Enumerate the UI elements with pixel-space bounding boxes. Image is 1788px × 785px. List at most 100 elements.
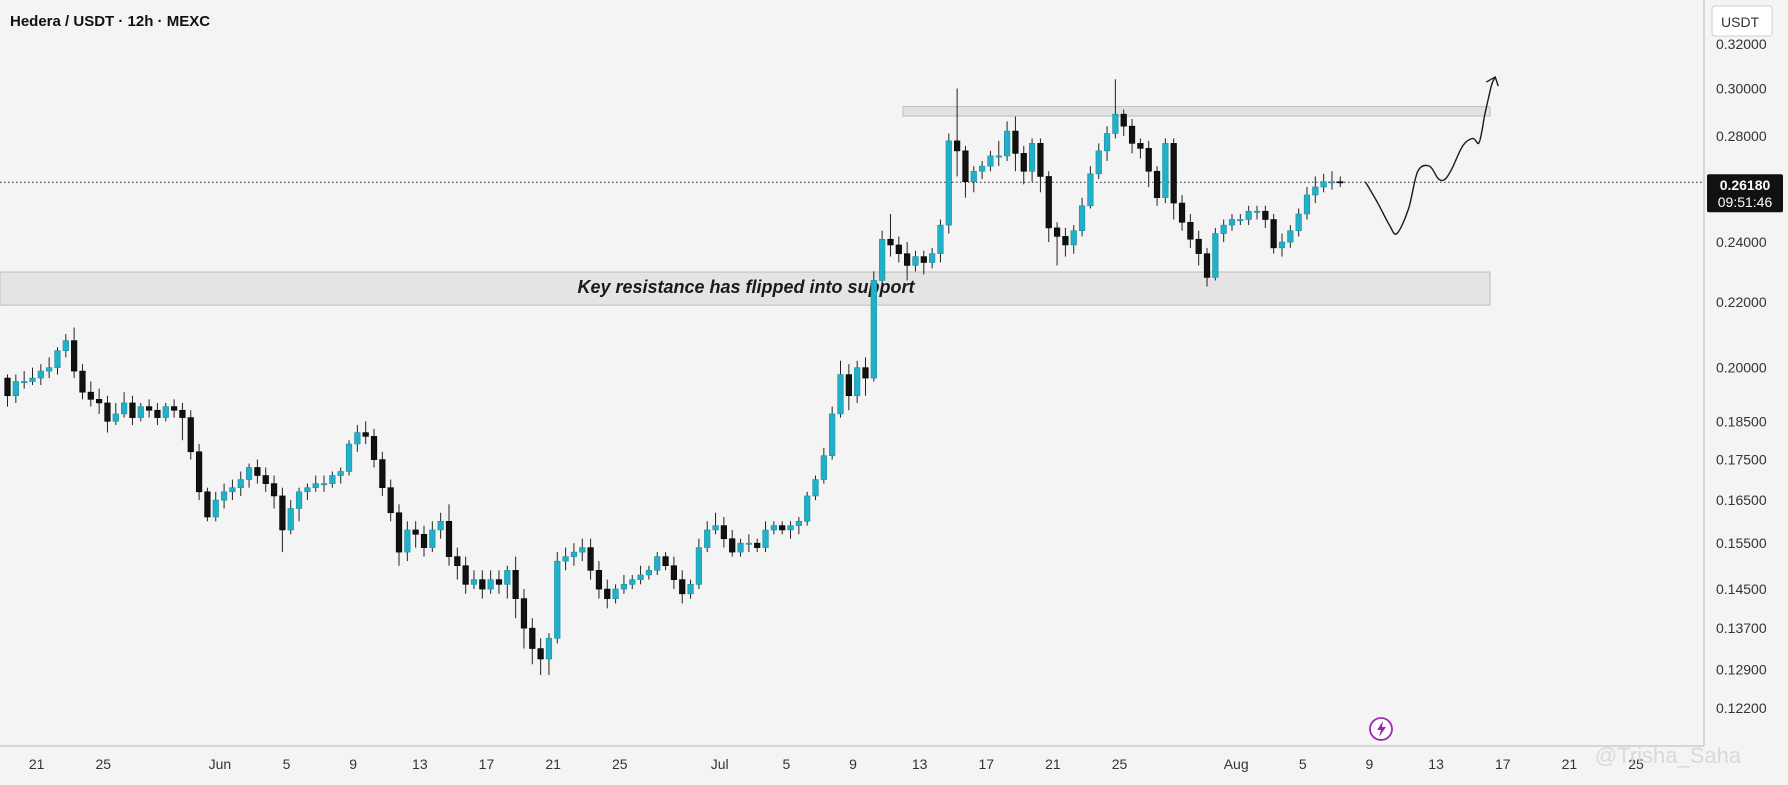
candle[interactable] <box>1170 138 1177 220</box>
price-marker[interactable]: 0.26180 09:51:46 <box>1707 174 1783 213</box>
candle[interactable] <box>1070 225 1077 254</box>
candle[interactable] <box>937 219 944 263</box>
candle[interactable] <box>429 521 436 553</box>
resistance-zone[interactable] <box>902 106 1491 117</box>
candle[interactable] <box>1212 227 1219 281</box>
candle[interactable] <box>62 334 69 358</box>
candle[interactable] <box>1153 166 1161 206</box>
currency-box[interactable] <box>1711 5 1773 37</box>
candle[interactable] <box>637 565 644 585</box>
candle[interactable] <box>1120 109 1127 136</box>
candle[interactable] <box>112 402 119 426</box>
candle[interactable] <box>495 570 503 594</box>
candle[interactable] <box>237 471 244 496</box>
candle[interactable] <box>137 402 144 422</box>
candle[interactable] <box>787 521 794 539</box>
candle[interactable] <box>762 521 769 553</box>
candle[interactable] <box>945 133 952 234</box>
candle[interactable] <box>1078 197 1086 237</box>
candle[interactable] <box>1303 186 1311 220</box>
candle[interactable] <box>179 402 186 441</box>
candle[interactable] <box>1270 213 1277 254</box>
candle[interactable] <box>1037 138 1044 193</box>
candle[interactable] <box>854 360 861 403</box>
candle[interactable] <box>470 570 478 590</box>
candle[interactable] <box>562 547 569 571</box>
candle[interactable] <box>670 556 677 590</box>
candle[interactable] <box>412 521 419 548</box>
candle[interactable] <box>320 475 328 492</box>
candle[interactable] <box>4 374 11 407</box>
candle[interactable] <box>979 160 986 180</box>
candle[interactable] <box>279 487 286 553</box>
candle[interactable] <box>1062 227 1069 257</box>
candle[interactable] <box>687 579 694 599</box>
candle[interactable] <box>1162 138 1169 204</box>
candle[interactable] <box>504 565 511 599</box>
candle[interactable] <box>1245 205 1252 226</box>
candle[interactable] <box>1128 118 1136 154</box>
candle[interactable] <box>54 347 61 375</box>
candle[interactable] <box>187 410 194 460</box>
lightning-icon[interactable] <box>1369 717 1393 741</box>
candle[interactable] <box>220 483 228 509</box>
candle[interactable] <box>387 479 394 522</box>
candle[interactable] <box>171 399 178 418</box>
candle[interactable] <box>345 440 353 476</box>
candle[interactable] <box>1137 138 1144 159</box>
candle[interactable] <box>37 364 44 386</box>
candle[interactable] <box>370 428 378 468</box>
candle[interactable] <box>620 574 628 594</box>
candle[interactable] <box>329 471 336 488</box>
candle[interactable] <box>1187 213 1194 248</box>
candle[interactable] <box>1103 126 1111 161</box>
candle[interactable] <box>895 236 902 263</box>
candle[interactable] <box>479 570 486 599</box>
candle[interactable] <box>679 570 686 604</box>
candle[interactable] <box>770 521 777 535</box>
candle[interactable] <box>995 140 1002 167</box>
candle[interactable] <box>1203 247 1211 287</box>
candle[interactable] <box>870 271 877 382</box>
candle[interactable] <box>245 463 253 488</box>
candle[interactable] <box>629 574 636 590</box>
candle[interactable] <box>262 467 269 492</box>
candle[interactable] <box>804 491 811 526</box>
candle[interactable] <box>1295 208 1302 237</box>
candle[interactable] <box>779 521 786 535</box>
candle[interactable] <box>154 402 161 426</box>
candle[interactable] <box>312 475 319 492</box>
candle[interactable] <box>121 392 128 418</box>
candle[interactable] <box>1087 166 1094 209</box>
candle[interactable] <box>970 166 977 193</box>
candle[interactable] <box>537 638 544 675</box>
candle[interactable] <box>129 395 136 426</box>
candle[interactable] <box>887 213 894 257</box>
candle[interactable] <box>904 242 911 281</box>
candle[interactable] <box>612 584 619 604</box>
candle[interactable] <box>529 618 536 665</box>
candle[interactable] <box>1253 205 1261 220</box>
candle[interactable] <box>845 364 852 411</box>
candle[interactable] <box>1053 222 1061 266</box>
candle[interactable] <box>729 529 736 557</box>
candle[interactable] <box>420 525 428 557</box>
candle[interactable] <box>745 534 752 553</box>
candle[interactable] <box>654 552 661 575</box>
candle[interactable] <box>879 230 886 284</box>
candle[interactable] <box>554 552 561 644</box>
candle[interactable] <box>337 467 344 484</box>
candle[interactable] <box>1195 230 1202 266</box>
candle[interactable] <box>1020 145 1027 185</box>
candle[interactable] <box>1262 205 1269 228</box>
candle[interactable] <box>1228 213 1236 231</box>
candle[interactable] <box>12 374 19 403</box>
candle[interactable] <box>754 538 761 553</box>
candle[interactable] <box>487 570 494 594</box>
candle[interactable] <box>454 547 461 580</box>
candle[interactable] <box>204 487 211 522</box>
candle[interactable] <box>295 487 303 522</box>
candle[interactable] <box>820 447 827 484</box>
candle[interactable] <box>29 367 36 386</box>
